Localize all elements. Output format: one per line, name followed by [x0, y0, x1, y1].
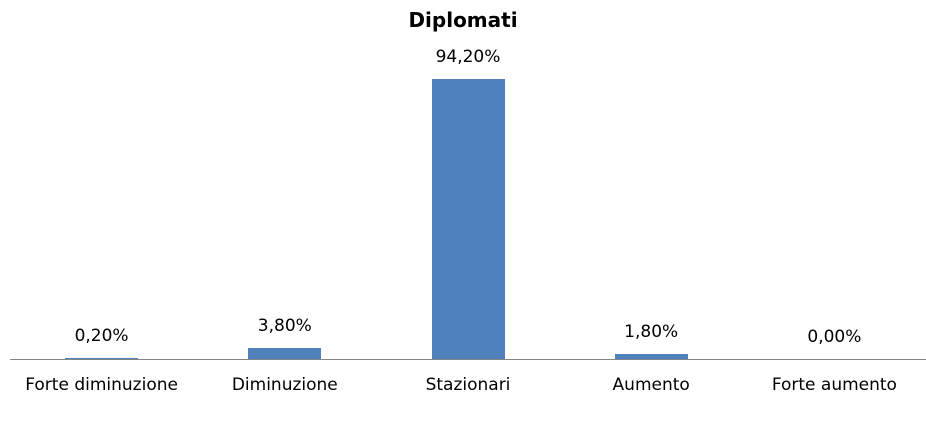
- value-label: 3,80%: [257, 315, 312, 336]
- x-tick-label: Forte diminuzione: [25, 375, 178, 395]
- chart-title: Diplomati: [408, 8, 518, 32]
- bar: [248, 347, 322, 359]
- value-label: 1,80%: [624, 321, 679, 342]
- x-tick-label: Aumento: [612, 375, 690, 395]
- bar: [65, 358, 139, 359]
- value-label: 0,00%: [807, 327, 862, 347]
- x-tick-label: Forte aumento: [771, 375, 897, 395]
- x-tick-label: Diminuzione: [231, 375, 338, 395]
- bar: [431, 79, 505, 359]
- value-label: 94,20%: [435, 47, 501, 67]
- bar: [614, 353, 688, 359]
- value-label: 0,20%: [74, 326, 129, 347]
- x-tick-label: Stazionari: [425, 375, 511, 395]
- x-axis-line: [10, 359, 926, 360]
